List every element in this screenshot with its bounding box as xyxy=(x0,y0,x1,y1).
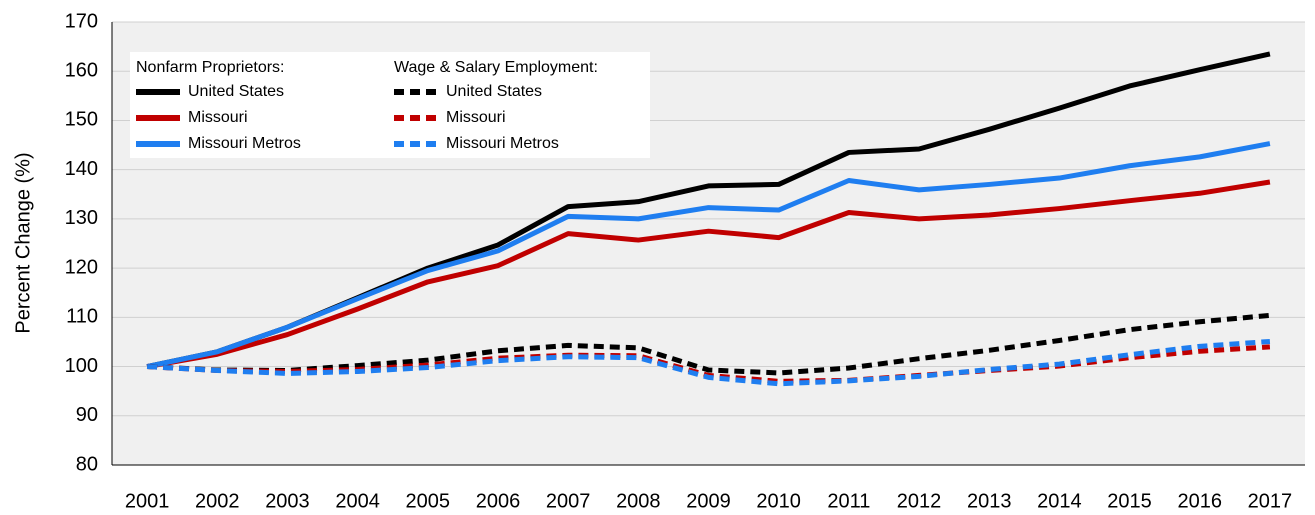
x-tick-label: 2017 xyxy=(1248,490,1293,512)
x-tick-label: 2012 xyxy=(897,490,942,512)
x-tick-label: 2003 xyxy=(265,490,310,512)
y-tick-label: 110 xyxy=(66,306,98,328)
x-tick-label: 2008 xyxy=(616,490,661,512)
x-tick-label: 2005 xyxy=(406,490,451,512)
y-axis-label: Percent Change (%) xyxy=(12,152,34,333)
series-line xyxy=(146,179,1271,370)
legend-label: Missouri xyxy=(446,109,506,126)
y-tick-label: 120 xyxy=(65,256,98,278)
x-tick-label: 2007 xyxy=(546,490,591,512)
x-tick-label: 2002 xyxy=(195,490,240,512)
y-tick-label: 140 xyxy=(65,158,98,180)
x-tick-label: 2010 xyxy=(756,490,801,512)
x-tick-label: 2011 xyxy=(827,490,870,512)
legend-label: United States xyxy=(446,83,542,100)
series-line xyxy=(146,338,1271,387)
x-tick-label: 2004 xyxy=(335,490,380,512)
legend-label: United States xyxy=(188,83,284,100)
y-tick-label: 100 xyxy=(65,355,98,377)
x-tick-label: 2013 xyxy=(967,490,1012,512)
legend-label: Missouri xyxy=(188,109,248,126)
legend-label: Missouri Metros xyxy=(188,135,301,152)
y-tick-label: 160 xyxy=(65,60,98,82)
series-line xyxy=(146,141,1271,370)
x-tick-label: 2009 xyxy=(686,490,731,512)
y-tick-label: 150 xyxy=(65,109,98,131)
series-line xyxy=(146,312,1271,376)
x-tick-label: 2016 xyxy=(1177,490,1222,512)
legend-box xyxy=(130,52,650,158)
legend-group-title: Wage & Salary Employment: xyxy=(394,59,598,76)
x-tick-label: 2001 xyxy=(125,490,170,512)
y-tick-label: 170 xyxy=(65,10,98,32)
legend-label: Missouri Metros xyxy=(446,135,559,152)
x-tick-label: 2014 xyxy=(1037,490,1082,512)
y-tick-label: 130 xyxy=(65,207,98,229)
y-tick-label: 90 xyxy=(76,404,98,426)
y-tick-label: 80 xyxy=(76,453,98,475)
x-tick-label: 2006 xyxy=(476,490,521,512)
x-tick-label: 2015 xyxy=(1107,490,1152,512)
legend-group-title: Nonfarm Proprietors: xyxy=(136,59,285,76)
